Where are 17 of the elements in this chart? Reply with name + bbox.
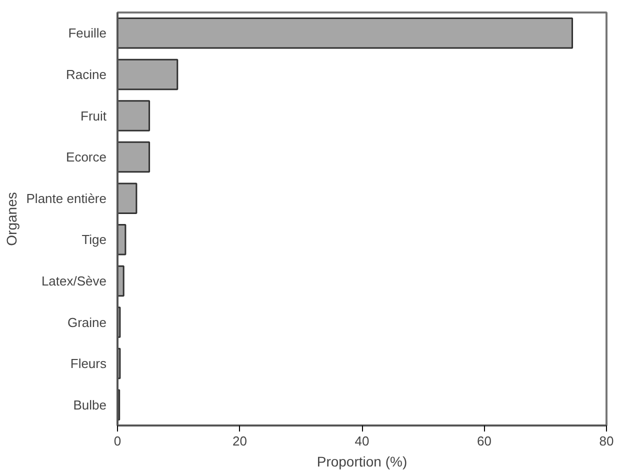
y-tick-label: Fleurs — [70, 356, 107, 372]
y-tick-label: Fruit — [80, 108, 107, 124]
x-tick-label: 60 — [477, 434, 492, 448]
x-tick-label: 0 — [114, 434, 122, 448]
y-axis-title: Organes — [3, 192, 20, 246]
x-tick-label: 80 — [599, 434, 614, 448]
x-tick-label: 40 — [354, 434, 370, 448]
x-axis-title: Proportion (%) — [316, 454, 408, 470]
y-tick-label: Graine — [67, 314, 107, 330]
y-tick-label: Feuille — [68, 26, 106, 41]
y-tick-label: Tige — [82, 232, 107, 248]
x-tick-label: 20 — [232, 434, 247, 448]
y-tick-label: Ecorce — [66, 150, 107, 165]
y-tick-label: Racine — [66, 66, 106, 82]
y-tick-label: Latex/Sève — [41, 273, 106, 288]
y-tick-label: Bulbe — [73, 397, 106, 412]
y-tick-label: Plante entière — [26, 190, 107, 206]
